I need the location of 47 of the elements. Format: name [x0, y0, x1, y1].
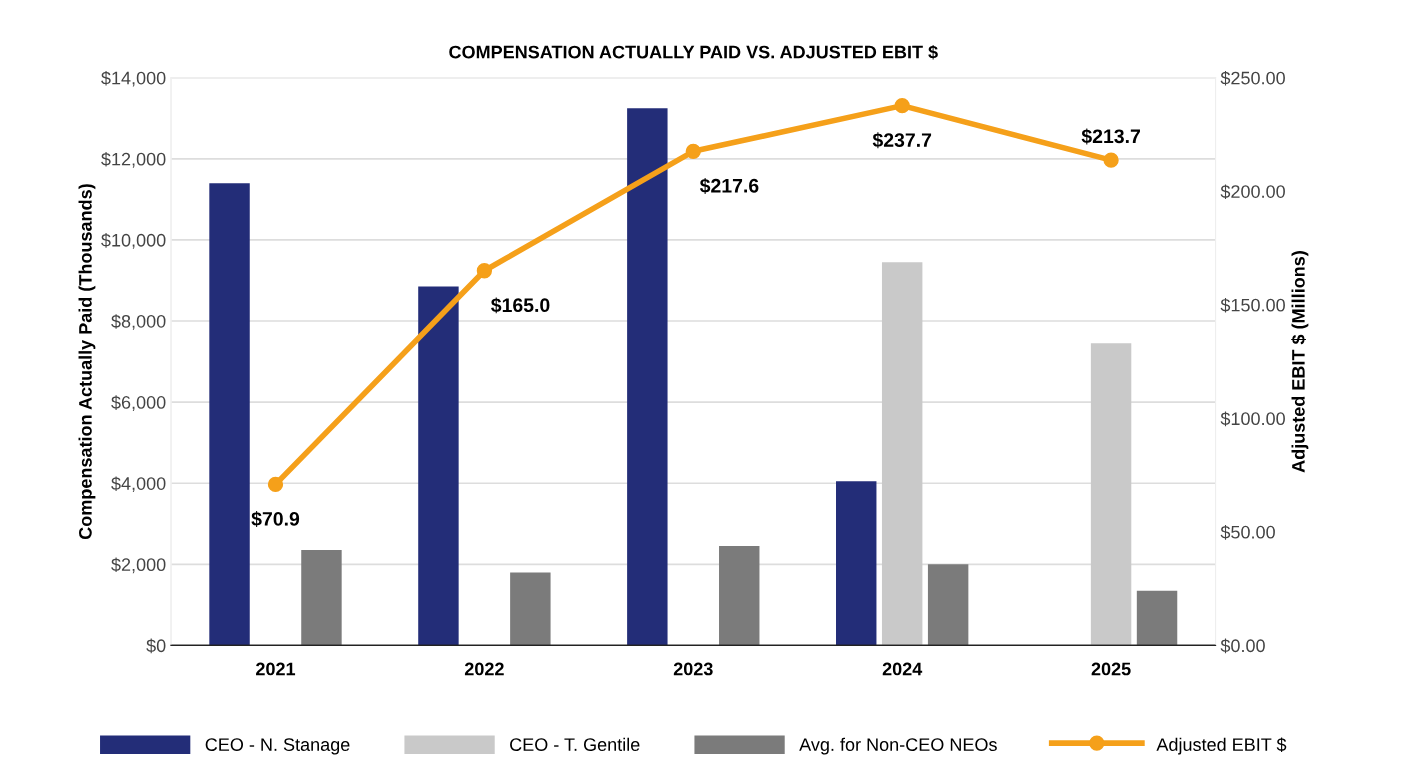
bar — [719, 546, 760, 646]
y-tick-label: $8,000 — [111, 314, 166, 330]
y-axis-title: Compensation Actually Paid (Thousands) — [78, 184, 96, 540]
point — [685, 143, 701, 159]
y2-tick-label: $200.00 — [1220, 184, 1285, 200]
data-label: $237.7 — [872, 132, 932, 149]
point — [894, 98, 910, 114]
x-tick-label: 2023 — [673, 662, 713, 676]
y2-tick-label: $100.00 — [1220, 411, 1285, 427]
bar — [881, 262, 923, 646]
chart-title: COMPENSATION ACTUALLY PAID VS. ADJUSTED EBIT $ — [449, 44, 938, 60]
x-tick-label: 2022 — [464, 662, 504, 676]
bar — [1136, 590, 1178, 646]
x-tick-label: 2025 — [1091, 662, 1131, 676]
y-tick-label: $4,000 — [111, 476, 166, 493]
y-tick-label: $12,000 — [101, 152, 166, 168]
y-tick-label: $2,000 — [111, 557, 166, 574]
bar — [418, 286, 459, 646]
bar — [627, 108, 668, 646]
bar — [510, 572, 551, 646]
y2-tick-label: $150.00 — [1220, 297, 1285, 313]
data-label: $213.7 — [1081, 128, 1140, 145]
y-tick-label: $14,000 — [101, 70, 166, 87]
bar — [836, 481, 877, 646]
y-tick-label: $0 — [146, 638, 166, 654]
legend-label: CEO - N. Stanage — [205, 738, 350, 755]
bar — [1090, 343, 1132, 646]
legend-label: CEO - T. Gentile — [510, 737, 640, 751]
bar — [209, 183, 250, 646]
x-tick-label: 2021 — [256, 662, 296, 676]
y-tick-label: $10,000 — [101, 233, 166, 249]
data-label: $217.6 — [699, 178, 759, 194]
point — [267, 476, 284, 493]
y2-tick-label: $250.00 — [1220, 70, 1285, 86]
legend-label: Avg. for Non-CEO NEOs — [799, 737, 997, 755]
y2-axis-title: Adjusted EBIT $ (Millions) — [1291, 251, 1309, 473]
x-tick-label: 2024 — [882, 662, 923, 676]
legend-label: Adjusted EBIT $ — [1156, 737, 1287, 755]
point — [476, 263, 493, 279]
point — [1103, 152, 1119, 168]
data-label: $165.0 — [491, 297, 550, 314]
bar — [301, 550, 342, 646]
data-label: $70.9 — [251, 511, 300, 527]
y-tick-label: $6,000 — [111, 395, 166, 411]
bar — [927, 564, 969, 646]
y2-tick-label: $50.00 — [1220, 525, 1275, 540]
y2-tick-label: $0.00 — [1220, 638, 1265, 654]
